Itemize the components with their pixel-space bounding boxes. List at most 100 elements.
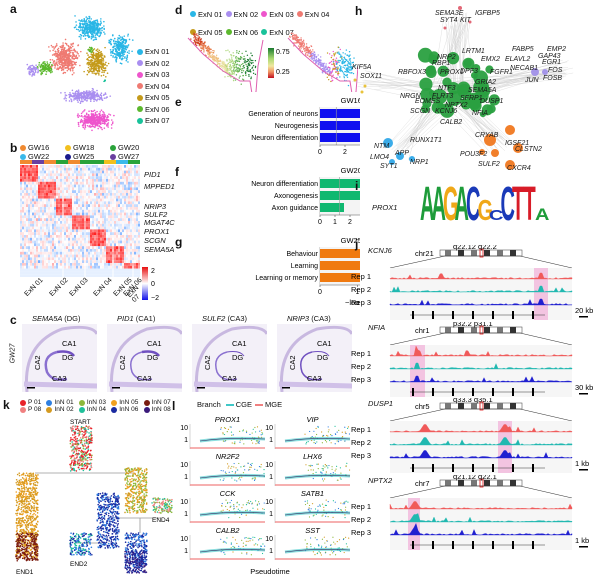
heatmap-cell [60,221,62,224]
heatmap-cell [54,237,56,241]
cell-point [68,52,70,55]
heatmap-cell [44,260,46,263]
heatmap-cell [124,229,126,233]
heatmap-cell [50,218,52,221]
heatmap-cell [56,179,58,182]
heatmap-cell [36,193,38,196]
cell-point [70,49,73,52]
heatmap-cell [74,218,76,221]
heatmap-cell [40,249,42,252]
cell-point [90,113,93,116]
heatmap-cell [60,249,62,252]
heatmap-cell [106,204,108,207]
heatmap-cell [20,221,22,224]
heatmap-cell [102,249,104,252]
heatmap-cell [26,221,28,224]
gene-label: PID1 [144,170,161,179]
heatmap-cell [94,204,96,207]
cell-point [80,118,83,121]
heatmap-cell [24,229,26,233]
heatmap-cell [94,218,96,221]
heatmap-cell [38,181,40,185]
heatmap-cell [86,243,88,247]
cell-point [77,28,80,31]
cell-point [100,122,102,124]
cell-point [55,43,58,45]
heatmap-cell [124,187,126,191]
cell-point [77,121,80,124]
cell-point [240,83,242,85]
heatmap-cell [52,187,54,191]
heatmap-cell [94,176,96,179]
heatmap-cell [20,257,22,261]
cell-point [87,59,90,61]
heatmap-cell [86,226,88,230]
cell-point [63,59,66,62]
heatmap-cell [70,181,72,185]
heatmap-cell [98,226,100,230]
heatmap-cell [130,249,132,252]
heatmap-cell [106,232,108,235]
heatmap-cell [108,212,110,216]
gene-label: SCGN [144,236,166,245]
heatmap-cell [58,274,60,277]
heatmap-cell [74,209,76,213]
cell-point [65,51,67,53]
cell-point [38,61,41,64]
heatmap-cell [80,271,82,275]
heatmap-cell [98,179,100,182]
cell-point [79,26,82,29]
heatmap-cell [114,212,116,216]
heatmap-cell [34,193,36,196]
heatmap-cell [54,240,56,244]
heatmap-cell [40,215,42,219]
cell-point [117,52,120,55]
heatmap-cell [98,274,100,277]
legend-label: ExN 02 [145,58,170,68]
heatmap-cell [82,246,84,249]
heatmap-cell [22,181,24,185]
cell-point [83,95,85,97]
heatmap-cell [28,207,30,210]
heatmap-cell [52,265,54,269]
heatmap-cell [48,274,50,277]
heatmap-cell [110,246,112,249]
heatmap-cell [38,204,40,207]
heatmap-cell [72,165,74,168]
cell-point [59,65,62,68]
cell-point [68,47,70,50]
heatmap-cell [86,223,88,227]
heatmap-cell [96,181,98,185]
heatmap-cell [20,249,22,252]
heatmap-cell [102,232,104,235]
cell-point [95,53,97,56]
heatmap-cell [72,193,74,196]
cell-point [93,121,95,123]
heatmap-cell [100,212,102,216]
heatmap-cell [74,179,76,182]
heatmap-cell [28,193,30,196]
heatmap-cell [122,167,124,171]
heatmap-cell [104,187,106,191]
heatmap-cell [136,246,138,249]
cell-point [63,52,66,54]
heatmap-cell [88,176,90,179]
heatmap-cell [126,235,128,238]
heatmap-cell [100,249,102,252]
heatmap-cell [126,167,128,171]
heatmap-cell [136,181,138,185]
heatmap-cell [20,195,22,199]
heatmap-cell [60,271,62,275]
heatmap-cell [66,237,68,241]
cell-point [60,69,63,72]
heatmap-cell [118,232,120,235]
cell-point [122,55,124,57]
heatmap-cell [82,167,84,171]
heatmap-cell [36,201,38,205]
heatmap-cell [130,212,132,216]
cell-point [127,44,130,46]
heatmap-cell [80,265,82,269]
heatmap-cell [118,181,120,185]
heatmap-cell [60,240,62,244]
heatmap-cell [48,195,50,199]
